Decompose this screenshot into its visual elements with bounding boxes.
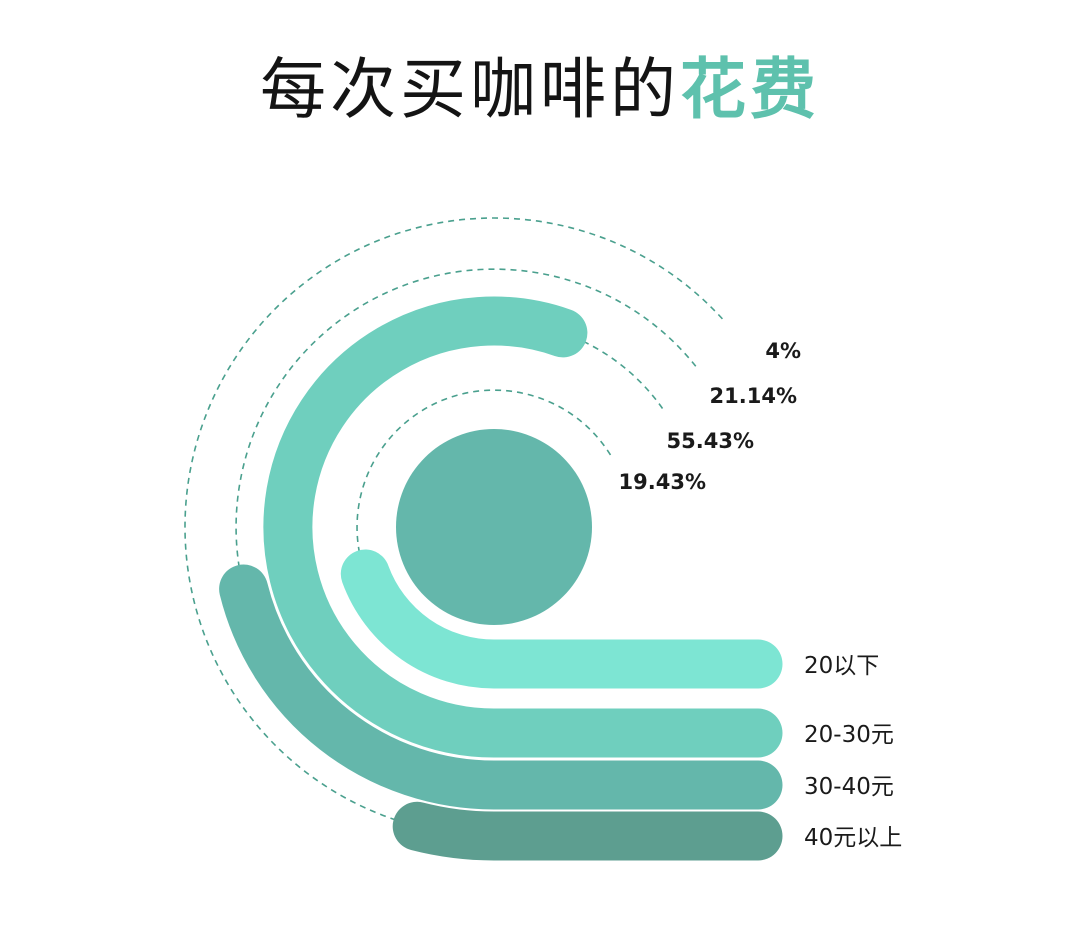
bar-group — [219, 296, 783, 861]
category-label-group: 20以下 20-30元 30-40元 40元以上 — [804, 653, 902, 851]
guide-arc-3 — [184, 217, 725, 828]
bar-2 — [219, 564, 783, 810]
bar-1 — [263, 296, 783, 758]
value-label-1: 55.43% — [667, 429, 754, 453]
value-label-3: 4% — [765, 339, 801, 363]
category-label-1: 20-30元 — [804, 722, 894, 748]
bar-3 — [392, 801, 783, 861]
value-label-0: 19.43% — [619, 470, 706, 494]
category-label-3: 40元以上 — [804, 825, 902, 851]
chart-title-highlight: 花费 — [680, 51, 820, 128]
category-label-0: 20以下 — [804, 653, 879, 679]
chart-title-main: 每次买咖啡的 — [260, 51, 680, 128]
center-disc — [396, 429, 592, 625]
category-label-2: 30-40元 — [804, 774, 894, 800]
chart-title: 每次买咖啡的花费 — [0, 50, 1080, 129]
bar-0 — [340, 549, 783, 689]
value-label-2: 21.14% — [710, 384, 797, 408]
value-label-group: 19.43% 55.43% 21.14% 4% — [619, 339, 801, 494]
guide-arc-0 — [356, 389, 614, 575]
